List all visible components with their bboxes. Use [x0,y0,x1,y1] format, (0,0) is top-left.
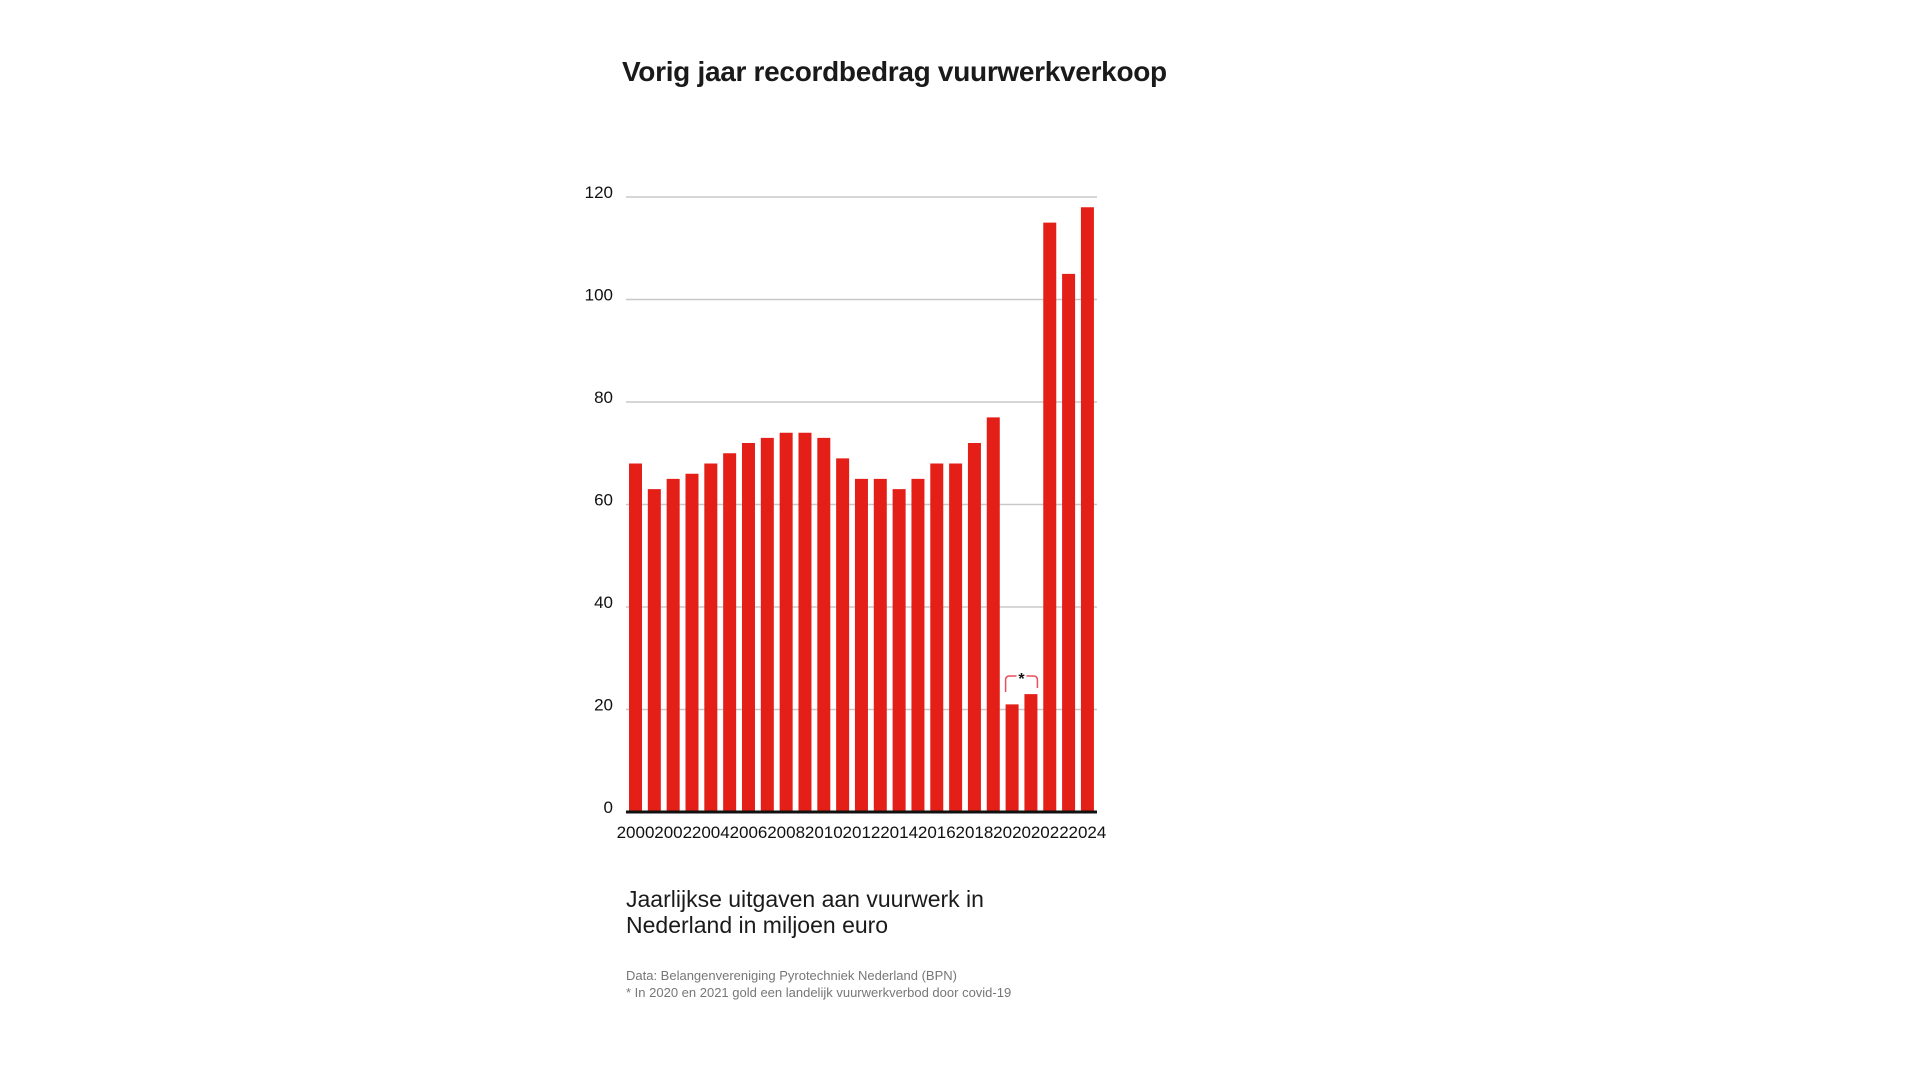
bar-2024 [1080,207,1094,812]
y-axis-labels: 0 20 40 60 80 100 120 [585,183,613,817]
bar-2012 [854,478,868,812]
bar-2004 [704,463,718,812]
bar-2000 [629,463,642,812]
bar-2021 [1024,694,1038,812]
x-tick-label: 2006 [730,823,768,842]
caption-line-2: Nederland in miljoen euro [626,912,889,938]
bar-2001 [647,489,661,812]
bar-2005 [723,453,737,812]
bar-2002 [666,478,680,812]
bar-2009 [798,432,812,812]
bar-2014 [892,489,906,812]
y-tick-label: 120 [585,183,613,202]
bar-2006 [741,443,755,812]
bar-2019 [986,417,1000,812]
bar-2003 [685,473,699,812]
bar-2016 [930,463,944,812]
x-tick-label: 2022 [1031,823,1069,842]
bar-2023 [1062,273,1076,812]
chart-caption: Jaarlijkse uitgaven aan vuurwerk in Nede… [626,886,1046,938]
bar-2008 [779,432,793,812]
x-tick-label: 2024 [1069,823,1107,842]
bar-2022 [1043,222,1057,812]
x-tick-label: 2016 [918,823,956,842]
x-tick-label: 2010 [805,823,843,842]
annotation-asterisk: * [1018,671,1025,688]
bar-2015 [911,478,925,812]
annotation-bracket [1004,675,1039,692]
source-note: Data: Belangenvereniging Pyrotechniek Ne… [626,968,957,983]
bar-2017 [949,463,963,812]
y-tick-label: 100 [585,286,613,305]
y-tick-label: 60 [594,491,613,510]
x-axis-labels: 2000 2002 2004 2006 2008 2010 2012 2014 2016 2018… [617,823,1107,842]
footnote: * In 2020 en 2021 gold een landelijk vuu… [626,985,1012,1000]
bars [629,207,1094,812]
x-tick-label: 2004 [692,823,730,842]
x-tick-label: 2000 [617,823,655,842]
x-tick-label: 2014 [880,823,918,842]
x-tick-label: 2020 [993,823,1031,842]
bar-2018 [967,443,981,812]
caption-line-1: Jaarlijkse uitgaven aan vuurwerk in [626,886,984,912]
bar-2010 [817,437,831,812]
chart-notes: Data: Belangenvereniging Pyrotechniek Ne… [626,967,1011,1001]
y-tick-label: 40 [594,593,613,612]
y-tick-label: 20 [594,696,613,715]
bar-2011 [836,458,850,812]
y-tick-label: 0 [604,798,613,817]
x-tick-label: 2018 [956,823,994,842]
bar-2007 [760,437,774,812]
x-tick-label: 2012 [843,823,881,842]
bar-2013 [873,478,887,812]
x-tick-label: 2008 [767,823,805,842]
x-tick-label: 2002 [654,823,692,842]
chart-title: Vorig jaar recordbedrag vuurwerkverkoop [622,56,1167,87]
covid-annotation: * [1004,671,1039,692]
bar-2020 [1005,704,1019,812]
y-tick-label: 80 [594,388,613,407]
